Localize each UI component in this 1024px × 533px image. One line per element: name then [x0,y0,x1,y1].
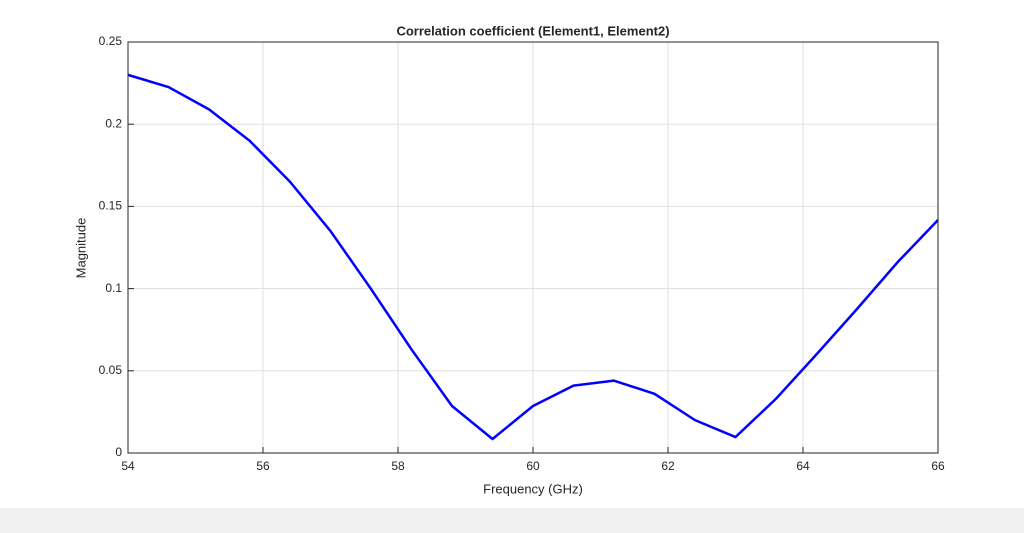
plot [127,73,939,441]
x-tick-label: 62 [661,459,675,473]
y-tick-label: 0.05 [99,363,123,377]
x-tick-label: 58 [391,459,405,473]
x-axis-label: Frequency (GHz) [483,481,583,496]
status-bar [0,508,1024,533]
y-axis-label: Magnitude [73,218,88,279]
y-tick-label: 0.15 [99,199,123,213]
data-line [127,73,939,441]
y-tick-label: 0 [115,445,122,459]
y-tick-label: 0.1 [105,281,122,295]
chart-title: Correlation coefficient (Element1, Eleme… [396,23,669,38]
x-tick-label: 56 [256,459,270,473]
x-tick-label: 64 [796,459,810,473]
x-tick-label: 66 [931,459,945,473]
x-tick-label: 54 [121,459,135,473]
y-tick-label: 0.25 [99,34,123,48]
y-tick-label: 0.2 [105,116,122,130]
x-tick-label: 60 [526,459,540,473]
